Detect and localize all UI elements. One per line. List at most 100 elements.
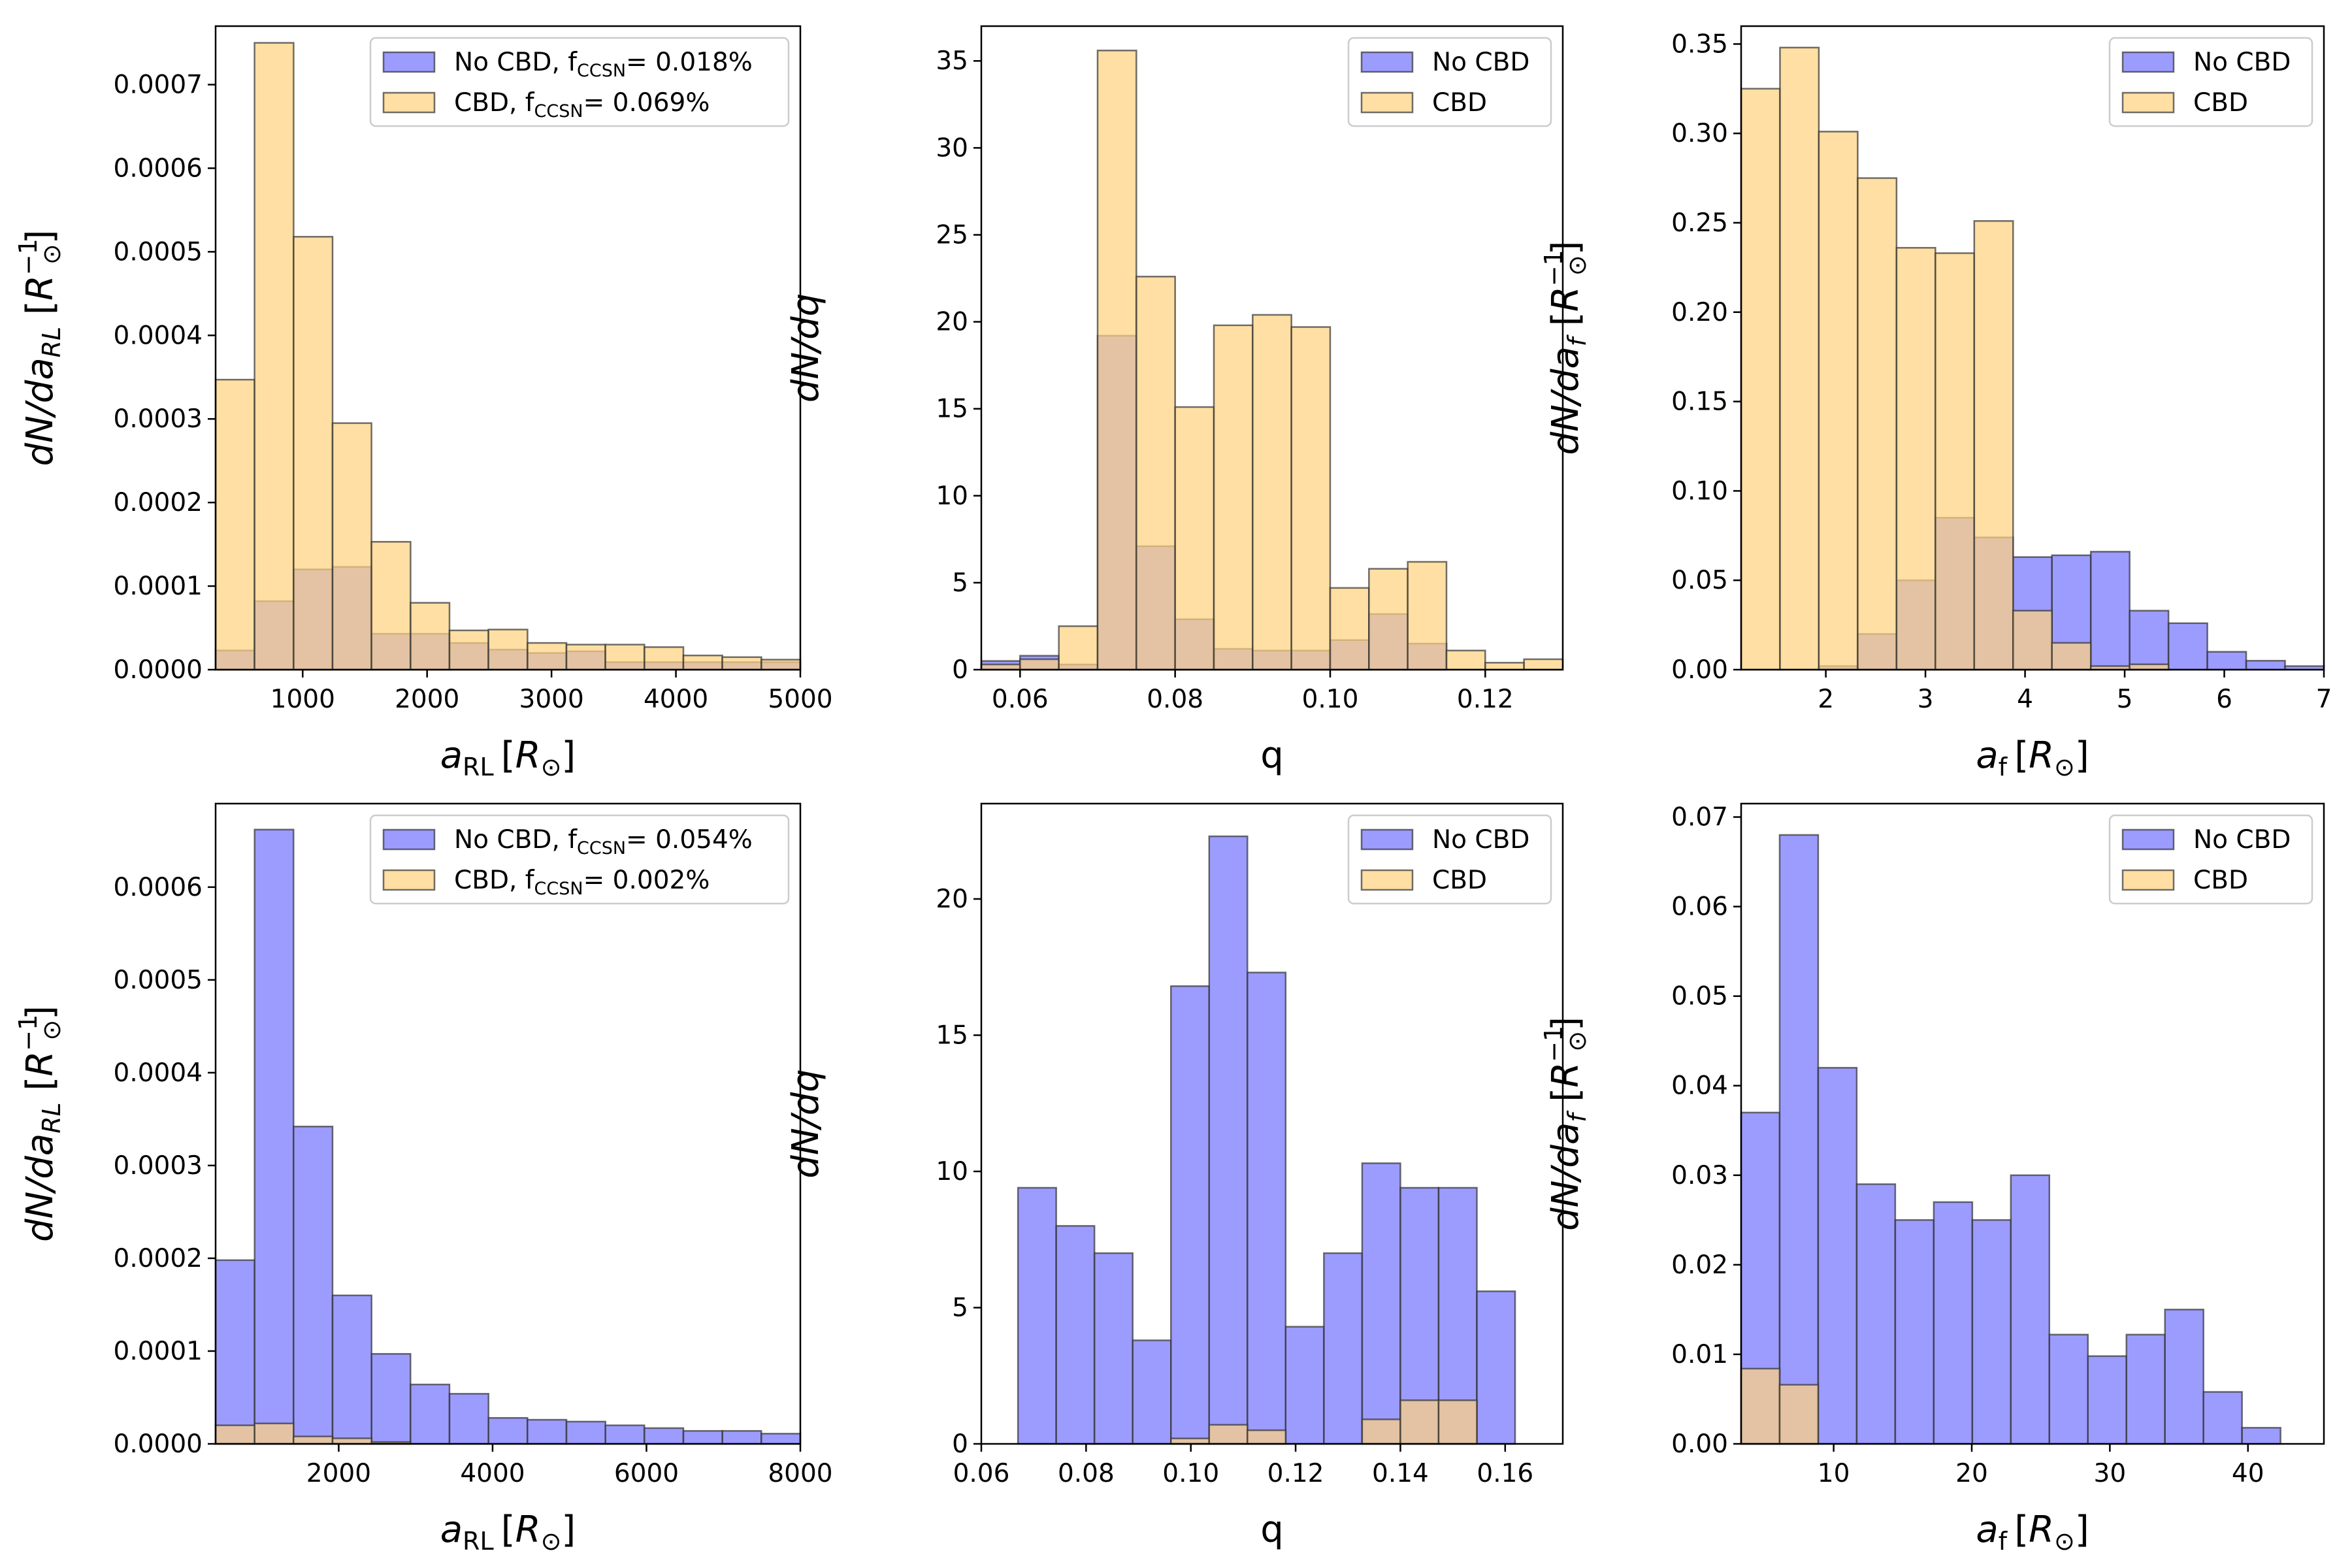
bar [2087, 1355, 2127, 1445]
bar [721, 656, 762, 671]
bar [2164, 1309, 2204, 1445]
y-tick-label: 0.10 [1671, 476, 1728, 506]
y-tick-label: 0.15 [1671, 387, 1728, 417]
bar [1973, 220, 2014, 671]
bar [487, 629, 529, 671]
y-tick-label: 0.0005 [114, 966, 203, 995]
x-tick-label: 10 [1818, 1459, 1850, 1488]
bar [682, 1429, 723, 1445]
x-tick-label: 0.10 [1162, 1459, 1219, 1488]
bar [2048, 1333, 2089, 1445]
y-tick-label: 0.02 [1671, 1250, 1728, 1280]
bar [214, 1259, 255, 1445]
x-tick-label: 40 [2232, 1459, 2264, 1488]
y-axis-label: dN/daf [R−1⊙] [1539, 1017, 1592, 1231]
x-tick-label: 4000 [460, 1459, 525, 1488]
bar [253, 828, 295, 1445]
x-tick-label: 20 [1955, 1459, 1988, 1488]
series-cbd [980, 50, 1564, 671]
legend-swatch [1360, 91, 1414, 114]
y-tick-label: 0.0007 [114, 71, 203, 100]
y-tick-label: 25 [936, 220, 968, 250]
x-tick-label: 3000 [519, 685, 584, 714]
bar [1213, 324, 1254, 671]
y-tick-label: 0.35 [1671, 29, 1728, 59]
legend-swatch [1360, 828, 1414, 851]
x-tick-label: 1000 [270, 685, 335, 714]
y-axis-label: dN/daRL [R−1⊙] [14, 1005, 66, 1242]
legend-entry: No CBD [2193, 48, 2291, 77]
panel-3: 2 3 4 5 6 7 0.00 0.05 0.10 0.15 0.20 0.25 0.30 0.35 af… [1539, 25, 2332, 781]
bar [1093, 1252, 1134, 1445]
bar [1368, 568, 1409, 671]
y-axis-label: dN/daf [R−1⊙] [1539, 241, 1592, 455]
bar [1523, 658, 1564, 671]
bar [214, 1424, 255, 1445]
bar [1857, 177, 1898, 671]
axes-frame [980, 802, 1564, 1445]
bar [1096, 50, 1137, 671]
bar [253, 42, 295, 671]
legend: No CBD CBD [2108, 814, 2313, 905]
bar [487, 1416, 529, 1445]
y-tick-label: 0.01 [1671, 1340, 1728, 1369]
bar [331, 1437, 372, 1445]
bar [1778, 1384, 1820, 1445]
x-tick-label: 0.16 [1477, 1459, 1533, 1488]
bar [1132, 1339, 1172, 1445]
bar [1935, 252, 1976, 671]
bar [1437, 1399, 1478, 1445]
axes-frame [980, 25, 1564, 671]
bar [1817, 1067, 1858, 1445]
x-tick-label: 0.10 [1302, 685, 1359, 714]
bar [604, 644, 645, 671]
y-tick-label: 0.05 [1671, 982, 1728, 1011]
legend-swatch [382, 91, 436, 114]
legend-swatch [2121, 51, 2175, 73]
bar [2129, 610, 2170, 671]
legend-entry: No CBD [2193, 825, 2291, 855]
y-tick-label: 0.0000 [114, 655, 203, 685]
panel-2: 0.06 0.08 0.10 0.12 0 5 10 15 20 25 30 35 q dN/dq No C… [785, 25, 1564, 777]
x-axis-label: af [R⊙] [1976, 1509, 2089, 1556]
y-tick-label: 0.0005 [114, 237, 203, 267]
bar [1170, 1437, 1211, 1445]
legend-entry: CBD [1432, 88, 1487, 118]
y-tick-label: 0.03 [1671, 1161, 1728, 1190]
panel-1: 1000 2000 3000 4000 5000 0.0000 0.0001 0.0002 0.… [14, 25, 833, 781]
bar [1017, 1186, 1057, 1445]
axes-frame [214, 802, 802, 1445]
legend-frame [369, 814, 790, 905]
y-tick-label: 0.0004 [114, 1058, 203, 1088]
y-tick-label: 35 [936, 46, 968, 76]
bar [1170, 985, 1211, 1445]
bar [1284, 1326, 1325, 1445]
bar [370, 1352, 412, 1445]
legend-swatch [2121, 91, 2175, 114]
x-tick-label: 7 [2316, 685, 2332, 714]
series-no-cbd [214, 828, 802, 1445]
bar [1740, 88, 1781, 671]
bar [410, 602, 451, 671]
x-tick-label: 2000 [306, 1459, 371, 1488]
legend-entry: CBD, fCCSN= 0.069% [454, 88, 710, 122]
bar [1247, 972, 1287, 1445]
bar [1174, 406, 1215, 671]
x-tick-label: 0.08 [1058, 1459, 1115, 1488]
legend-entry: No CBD [1432, 825, 1529, 855]
bar [1399, 1399, 1440, 1445]
legend-entry: CBD, fCCSN= 0.002% [454, 866, 710, 899]
bar [1894, 1219, 1935, 1445]
panel-6: 10 20 30 40 0.00 0.01 0.02 0.03 0.04 0.05 0.06 0.07… [1539, 803, 2325, 1556]
y-tick-label: 0.0006 [114, 154, 203, 183]
x-tick-label: 30 [2094, 1459, 2127, 1488]
bar [331, 422, 372, 671]
x-axis-label: af [R⊙] [1976, 734, 2089, 781]
bar [644, 1427, 685, 1445]
x-tick-label: 4000 [644, 685, 708, 714]
bar [293, 1435, 334, 1445]
bar [644, 646, 685, 671]
y-tick-label: 0.04 [1671, 1071, 1728, 1101]
bar [293, 236, 334, 671]
